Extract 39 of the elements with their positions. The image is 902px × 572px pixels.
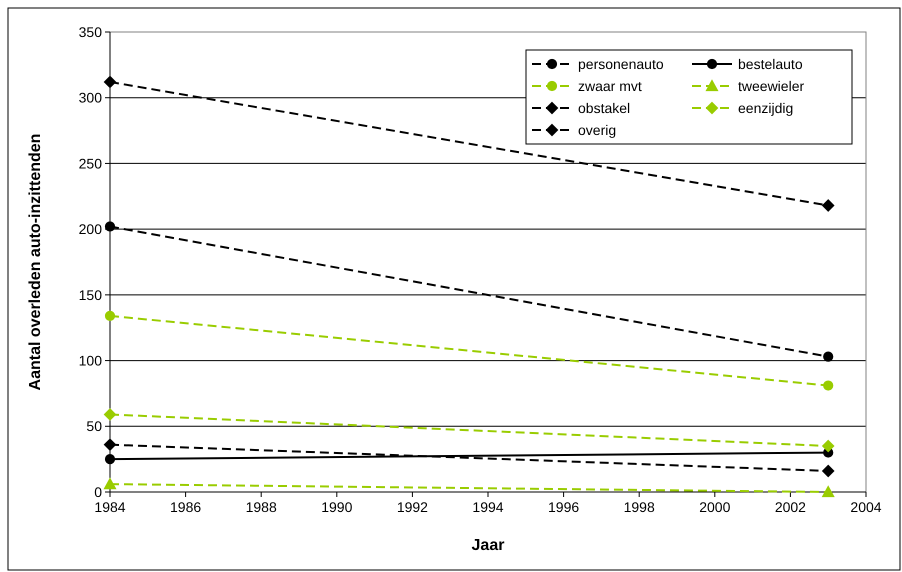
x-tick-label: 2000 bbox=[699, 499, 731, 515]
x-tick-label: 1992 bbox=[396, 499, 428, 515]
point bbox=[104, 408, 116, 421]
point bbox=[104, 221, 116, 232]
point bbox=[822, 199, 834, 212]
y-axis-title: Aantal overleden auto-inzittenden bbox=[27, 134, 44, 390]
point bbox=[104, 76, 116, 88]
x-tick-label: 2004 bbox=[850, 499, 882, 515]
y-tick-label: 100 bbox=[78, 352, 102, 368]
x-tick-label: 1984 bbox=[94, 499, 126, 515]
y-tick-label: 150 bbox=[78, 286, 102, 303]
x-tick-label: 1986 bbox=[170, 499, 202, 515]
point bbox=[104, 454, 116, 464]
y-tick-label: 350 bbox=[78, 24, 102, 40]
point bbox=[104, 438, 116, 451]
point bbox=[823, 380, 834, 391]
x-axis-title: Jaar bbox=[472, 537, 504, 554]
legend-label: obstakel bbox=[578, 100, 630, 116]
legend-label: eenzijdig bbox=[738, 100, 794, 116]
legend-label: zwaar mvt bbox=[578, 78, 642, 94]
legend-label: overig bbox=[578, 122, 616, 138]
legend-label: tweewieler bbox=[738, 78, 804, 94]
y-tick-label: 250 bbox=[78, 155, 102, 172]
x-tick-label: 1998 bbox=[624, 499, 655, 515]
y-tick-label: 300 bbox=[78, 90, 102, 106]
x-tick-label: 1988 bbox=[246, 499, 277, 515]
point bbox=[822, 464, 834, 478]
y-tick-label: 50 bbox=[86, 418, 102, 434]
point bbox=[823, 352, 834, 362]
point bbox=[104, 310, 116, 321]
legend-label: personenauto bbox=[578, 56, 664, 72]
point bbox=[822, 440, 834, 452]
x-tick-label: 1990 bbox=[321, 499, 353, 515]
y-tick-label: 0 bbox=[94, 484, 102, 500]
x-tick-label: 2002 bbox=[774, 499, 806, 515]
legend-label: bestelauto bbox=[738, 56, 803, 72]
x-tick-label: 1996 bbox=[548, 499, 580, 515]
x-tick-label: 1994 bbox=[472, 499, 504, 515]
y-tick-label: 200 bbox=[78, 221, 102, 238]
